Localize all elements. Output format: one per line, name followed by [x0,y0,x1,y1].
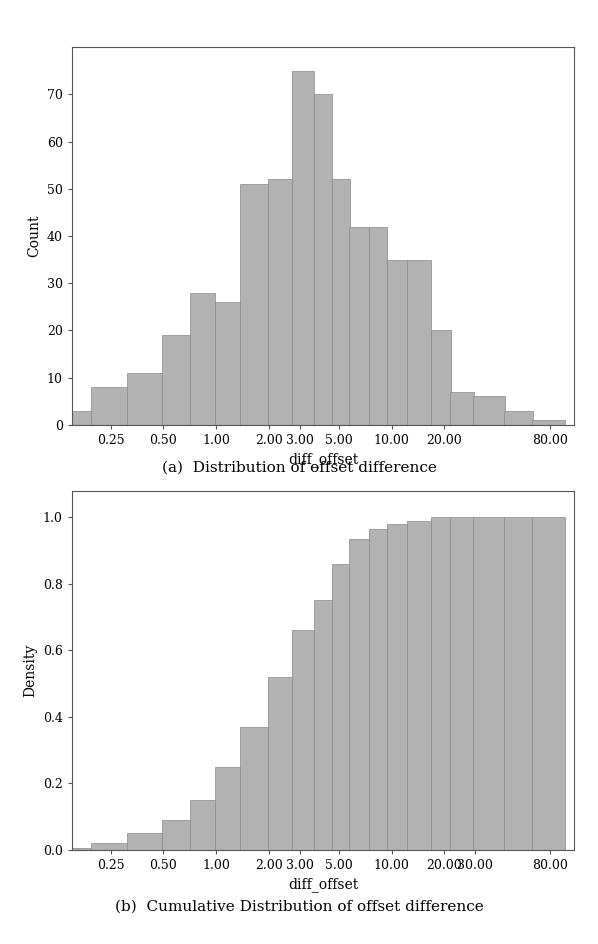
Bar [349,227,369,425]
Bar [473,517,505,850]
Bar [162,335,190,425]
Bar [59,848,92,850]
Bar [292,631,314,850]
Bar [532,517,565,850]
Bar [431,330,451,425]
Bar [473,396,505,425]
Bar [369,529,387,850]
Bar [268,677,292,850]
Text: (a)  Distribution of offset difference: (a) Distribution of offset difference [161,461,437,474]
Bar [190,800,215,850]
X-axis label: diff_offset: diff_offset [288,877,358,892]
Bar [314,94,332,425]
Bar [162,819,190,850]
Bar [190,293,215,425]
Bar [532,420,565,425]
Bar [292,71,314,425]
Bar [450,392,474,425]
Bar [127,833,162,850]
Bar [431,517,451,850]
Bar [407,521,431,850]
Bar [268,179,292,425]
Bar [387,260,408,425]
Bar [127,373,162,425]
Bar [505,517,533,850]
Bar [369,227,387,425]
Bar [91,387,128,425]
Bar [240,184,268,425]
Bar [387,524,408,850]
Bar [505,411,533,425]
X-axis label: diff_offset: diff_offset [288,452,358,467]
Bar [215,302,241,425]
Y-axis label: Density: Density [23,644,37,697]
Bar [332,564,350,850]
Bar [349,539,369,850]
Y-axis label: Count: Count [27,214,41,258]
Bar [240,727,268,850]
Bar [91,843,128,850]
Text: (b)  Cumulative Distribution of offset difference: (b) Cumulative Distribution of offset di… [115,900,483,913]
Bar [332,179,350,425]
Bar [59,411,92,425]
Bar [407,260,431,425]
Bar [450,517,474,850]
Bar [215,767,241,850]
Bar [314,600,332,850]
